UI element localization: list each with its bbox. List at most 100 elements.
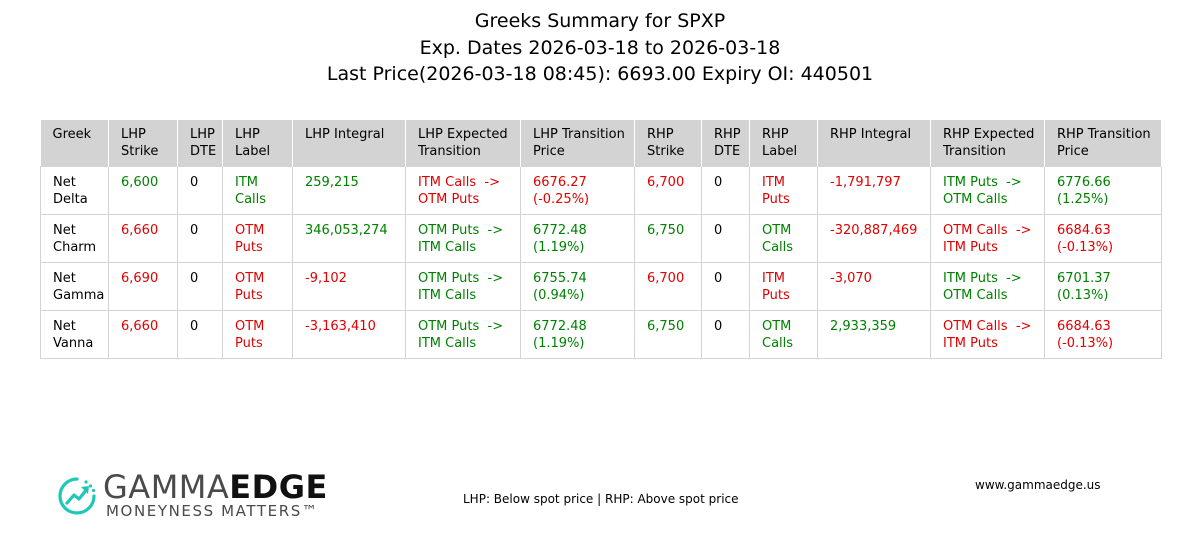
column-header-text: DTE [190, 144, 217, 159]
cell-rhp-expected-transition: OTM Calls -> ITM Puts [930, 309, 1045, 359]
cell-text: 0 [714, 174, 723, 190]
column-header-text: LHP Integral [305, 127, 385, 142]
column-header-text: LHP Expected [418, 127, 508, 142]
cell-text: OTM Puts -> [418, 222, 504, 238]
cell-text: Calls [762, 335, 794, 351]
cell-text: -9,102 [305, 270, 347, 286]
cell-text: 6772.48 [533, 222, 587, 238]
cell-lhp-dte: 0 [177, 261, 223, 311]
cell-text: Puts [235, 335, 263, 351]
column-header-rhp-expected-transition: RHP Expected Transition [930, 120, 1045, 166]
cell-text: Net [53, 222, 76, 238]
cell-text: (1.19%) [533, 239, 585, 255]
column-header-rhp-transition-price: RHP Transition Price [1044, 120, 1162, 166]
cell-text: OTM Puts -> [418, 318, 504, 334]
cell-text: ITM Puts -> [943, 174, 1022, 190]
cell-rhp-strike: 6,750 [634, 213, 702, 263]
title-line-3: Last Price(2026-03-18 08:45): 6693.00 Ex… [326, 63, 874, 85]
column-header-text: RHP [714, 127, 741, 142]
column-header-text: RHP Expected [943, 127, 1035, 142]
cell-text: (-0.13%) [1057, 335, 1114, 351]
cell-text: ITM Puts [943, 239, 998, 255]
cell-rhp-strike: 6,700 [634, 261, 702, 311]
cell-text: OTM Calls [943, 191, 1008, 207]
cell-text: ITM [762, 270, 785, 286]
cell-greek: Net Delta [40, 165, 109, 215]
cell-rhp-transition-price: 6684.63 (-0.13%) [1044, 309, 1162, 359]
logo-wordmark: GAMMAEDGE [103, 470, 328, 504]
cell-rhp-label: OTM Calls [749, 213, 818, 263]
cell-text: ITM Calls [418, 239, 477, 255]
cell-lhp-expected-transition: ITM Calls -> OTM Puts [405, 165, 521, 215]
footer-note: LHP: Below spot price | RHP: Above spot … [463, 492, 739, 506]
cell-lhp-integral: -9,102 [292, 261, 406, 311]
cell-text: 6772.48 [533, 318, 587, 334]
cell-greek: Net Vanna [40, 309, 109, 359]
column-header-text: Price [533, 144, 565, 159]
cell-text: OTM [235, 270, 265, 286]
column-header-text: Greek [52, 127, 92, 142]
cell-lhp-integral: 259,215 [292, 165, 406, 215]
cell-rhp-label: ITM Puts [749, 165, 818, 215]
table-row: Net Delta 6,600 0 ITM Calls 259,215 ITM Calls -… [40, 165, 1162, 215]
cell-lhp-dte: 0 [177, 309, 223, 359]
column-header-lhp-expected-transition: LHP Expected Transition [405, 120, 521, 166]
column-header-text: Transition [943, 144, 1006, 159]
cell-text: OTM Calls -> [943, 222, 1032, 238]
cell-text: 6684.63 [1057, 318, 1111, 334]
column-header-text: Label [235, 144, 271, 159]
title-line-1: Greeks Summary for SPXP [474, 10, 726, 32]
column-header-text: LHP [190, 127, 215, 142]
cell-text: 259,215 [305, 174, 359, 190]
cell-text: ITM [235, 174, 258, 190]
column-header-text: DTE [714, 144, 741, 159]
greeks-summary-table: Greek LHP Strike LHP DTE LHP Label LHP Integral… [40, 120, 1162, 359]
cell-rhp-dte: 0 [701, 165, 750, 215]
logo-word-gamma: GAMMA [103, 468, 230, 506]
logo-tagline: MONEYNESS MATTERS™ [106, 502, 319, 520]
cell-rhp-expected-transition: ITM Puts -> OTM Calls [930, 165, 1045, 215]
cell-text: Net [53, 174, 76, 190]
website-link[interactable]: www.gammaedge.us [975, 478, 1101, 492]
column-header-lhp-label: LHP Label [222, 120, 293, 166]
cell-text: Net [53, 318, 76, 334]
cell-text: 6,700 [647, 270, 685, 286]
cell-rhp-integral: -320,887,469 [817, 213, 931, 263]
cell-rhp-transition-price: 6776.66 (1.25%) [1044, 165, 1162, 215]
column-header-text: RHP [647, 127, 674, 142]
cell-lhp-expected-transition: OTM Puts -> ITM Calls [405, 261, 521, 311]
cell-rhp-expected-transition: ITM Puts -> OTM Calls [930, 261, 1045, 311]
column-header-text: Transition [418, 144, 481, 159]
column-header-rhp-integral: RHP Integral [817, 120, 931, 166]
cell-text: ITM Calls [418, 287, 477, 303]
cell-text: OTM Puts -> [418, 270, 504, 286]
cell-text: (-0.13%) [1057, 239, 1114, 255]
cell-text: Calls [762, 239, 794, 255]
logo-word-edge: EDGE [229, 468, 328, 506]
cell-text: OTM [762, 318, 792, 334]
cell-text: Puts [762, 191, 790, 207]
column-header-text: LHP [121, 127, 146, 142]
cell-text: 346,053,274 [305, 222, 388, 238]
cell-text: (-0.25%) [533, 191, 590, 207]
cell-lhp-label: OTM Puts [222, 309, 293, 359]
table-body: Net Delta 6,600 0 ITM Calls 259,215 ITM Calls -… [40, 165, 1162, 359]
cell-text: 0 [714, 318, 723, 334]
table-row: Net Gamma 6,690 0 OTM Puts -9,102 OTM Puts -> IT… [40, 261, 1162, 311]
cell-text: ITM Calls -> [418, 174, 501, 190]
cell-text: 6776.66 [1057, 174, 1111, 190]
gammaedge-logo: GAMMAEDGE MONEYNESS MATTERS™ [55, 470, 328, 522]
cell-text: 6684.63 [1057, 222, 1111, 238]
cell-text: OTM [235, 222, 265, 238]
cell-rhp-expected-transition: OTM Calls -> ITM Puts [930, 213, 1045, 263]
cell-text: (1.19%) [533, 335, 585, 351]
column-header-greek: Greek [40, 120, 109, 166]
cell-text: Calls [235, 191, 267, 207]
column-header-text: Strike [647, 144, 685, 159]
cell-text: 0 [714, 222, 723, 238]
column-header-lhp-transition-price: LHP Transition Price [520, 120, 635, 166]
cell-rhp-label: OTM Calls [749, 309, 818, 359]
table-row: Net Charm 6,660 0 OTM Puts 346,053,274 OTM Puts… [40, 213, 1162, 263]
cell-rhp-label: ITM Puts [749, 261, 818, 311]
column-header-text: Strike [121, 144, 159, 159]
